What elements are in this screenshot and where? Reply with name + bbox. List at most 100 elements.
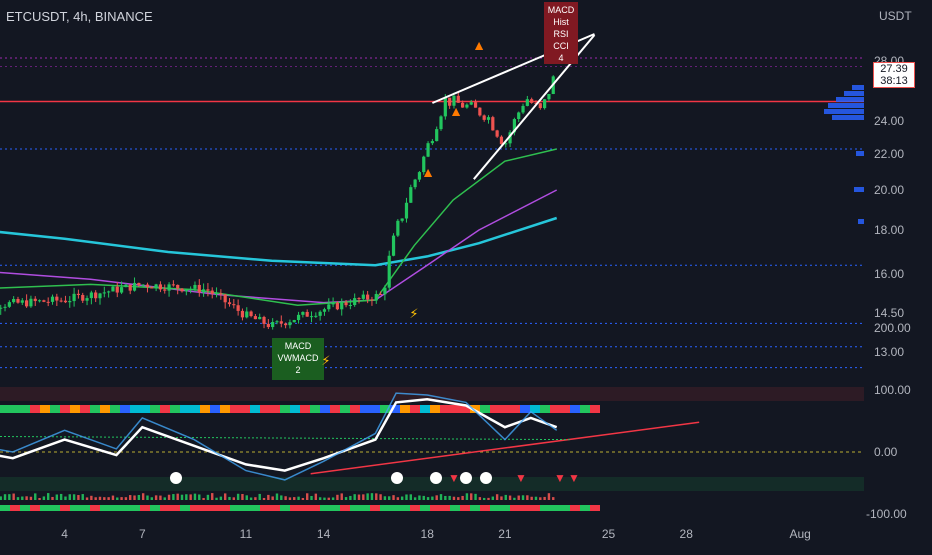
volume-bar — [94, 497, 97, 500]
volume-profile-bar — [856, 151, 864, 156]
candle-body — [3, 306, 7, 308]
signal-strip-segment — [500, 505, 510, 511]
heat-bar-segment — [280, 405, 290, 413]
candle-body — [357, 298, 361, 300]
volume-bar — [254, 497, 257, 500]
signal-strip-segment — [370, 505, 380, 511]
volume-bar — [185, 494, 188, 500]
signal-strip-segment — [470, 505, 480, 511]
rsi-fast-line — [0, 392, 558, 481]
time-axis-tick: Aug — [789, 527, 810, 541]
volume-bar — [426, 497, 430, 500]
candle-body — [491, 117, 495, 131]
signal-strip-segment — [250, 505, 260, 511]
volume-bar — [487, 497, 490, 500]
heat-bar-segment — [200, 405, 210, 413]
volume-bar — [98, 496, 102, 500]
price-axis-tick: 13.00 — [874, 345, 904, 359]
candle-body — [305, 311, 309, 317]
volume-bar — [366, 493, 369, 500]
heat-bar-segment — [130, 405, 140, 413]
volume-profile-bar — [844, 91, 864, 96]
candle-body — [448, 97, 452, 106]
oscillator-axis-tick: 100.00 — [874, 383, 911, 397]
volume-bar — [521, 495, 525, 500]
price-axis-tick: 14.50 — [874, 306, 904, 320]
volume-bar — [16, 497, 20, 500]
volume-bar — [301, 497, 305, 500]
fire-icon: ▲ — [449, 103, 463, 119]
candle-body — [331, 302, 335, 305]
ema-purple-line — [0, 189, 558, 304]
candle-body — [98, 293, 102, 299]
volume-bar — [418, 495, 421, 500]
candle-body — [340, 302, 344, 310]
volume-bar — [180, 494, 184, 500]
candle-body — [63, 300, 68, 303]
bottom-signal-label: MACD — [285, 341, 312, 351]
time-axis-tick: 14 — [317, 527, 331, 541]
signal-strip-segment — [410, 505, 420, 511]
signal-strip-segment — [530, 505, 540, 511]
volume-bar — [362, 494, 365, 500]
candle-body — [547, 93, 551, 100]
volume-profile-bar — [828, 103, 864, 108]
candle-body — [543, 99, 547, 109]
candle-body — [219, 293, 223, 295]
candle-body — [0, 307, 3, 309]
volume-bar — [379, 494, 382, 500]
candle-body — [111, 286, 115, 292]
candle-body — [426, 143, 430, 157]
chart-title: ETCUSDT, 4h, BINANCE — [6, 9, 153, 24]
candle-body — [473, 102, 478, 108]
volume-bar — [470, 493, 473, 500]
volume-bar — [141, 493, 145, 500]
volume-bar — [150, 497, 153, 500]
volume-bar — [439, 494, 443, 500]
candle-body — [301, 311, 305, 315]
price-axis: USDT28.0024.0022.0020.0018.0016.0014.501… — [874, 9, 912, 359]
down-triangle-icon: ▼ — [448, 471, 460, 485]
time-axis-tick: 11 — [240, 527, 253, 541]
signal-strip-segment — [230, 505, 240, 511]
candle-body — [327, 304, 331, 310]
candle-body — [456, 95, 460, 103]
oscillator-trendline — [310, 421, 700, 475]
heat-bar-segment — [410, 405, 420, 413]
volume-bar — [129, 495, 132, 500]
candle-body — [141, 284, 145, 286]
volume-bar — [258, 493, 261, 500]
candle-body — [538, 103, 542, 109]
panda-icon — [480, 472, 492, 484]
volume-bar — [124, 497, 128, 500]
volume-bar — [293, 497, 296, 500]
heat-bar-segment — [540, 405, 550, 413]
volume-bar — [51, 496, 54, 500]
signal-strip-segment — [190, 505, 200, 511]
signal-strip-segment — [270, 505, 280, 511]
candle-body — [296, 314, 301, 321]
heat-bar-segment — [430, 405, 440, 413]
heat-bar-segment — [50, 405, 60, 413]
volume-bar — [543, 496, 546, 500]
heat-bar-segment — [470, 405, 480, 413]
candle-body — [478, 107, 482, 116]
heat-bar-segment — [210, 405, 220, 413]
signal-strip-segment — [400, 505, 410, 511]
volume-bar — [215, 497, 218, 500]
heat-bar-segment — [570, 405, 580, 413]
volume-bar — [331, 497, 335, 500]
candle-body — [417, 172, 422, 180]
candle-body — [245, 311, 249, 318]
volume-bar — [241, 493, 244, 500]
candle-body — [145, 284, 150, 288]
candle-body — [482, 115, 486, 120]
volume-bar — [431, 496, 434, 500]
volume-bar — [21, 496, 24, 500]
volume-bar — [202, 497, 205, 500]
volume-bar — [357, 494, 361, 500]
heat-bar-segment — [90, 405, 100, 413]
volume-bar — [77, 495, 80, 500]
heat-bar-segment — [270, 405, 280, 413]
top-signal-label: Hist — [553, 17, 569, 27]
